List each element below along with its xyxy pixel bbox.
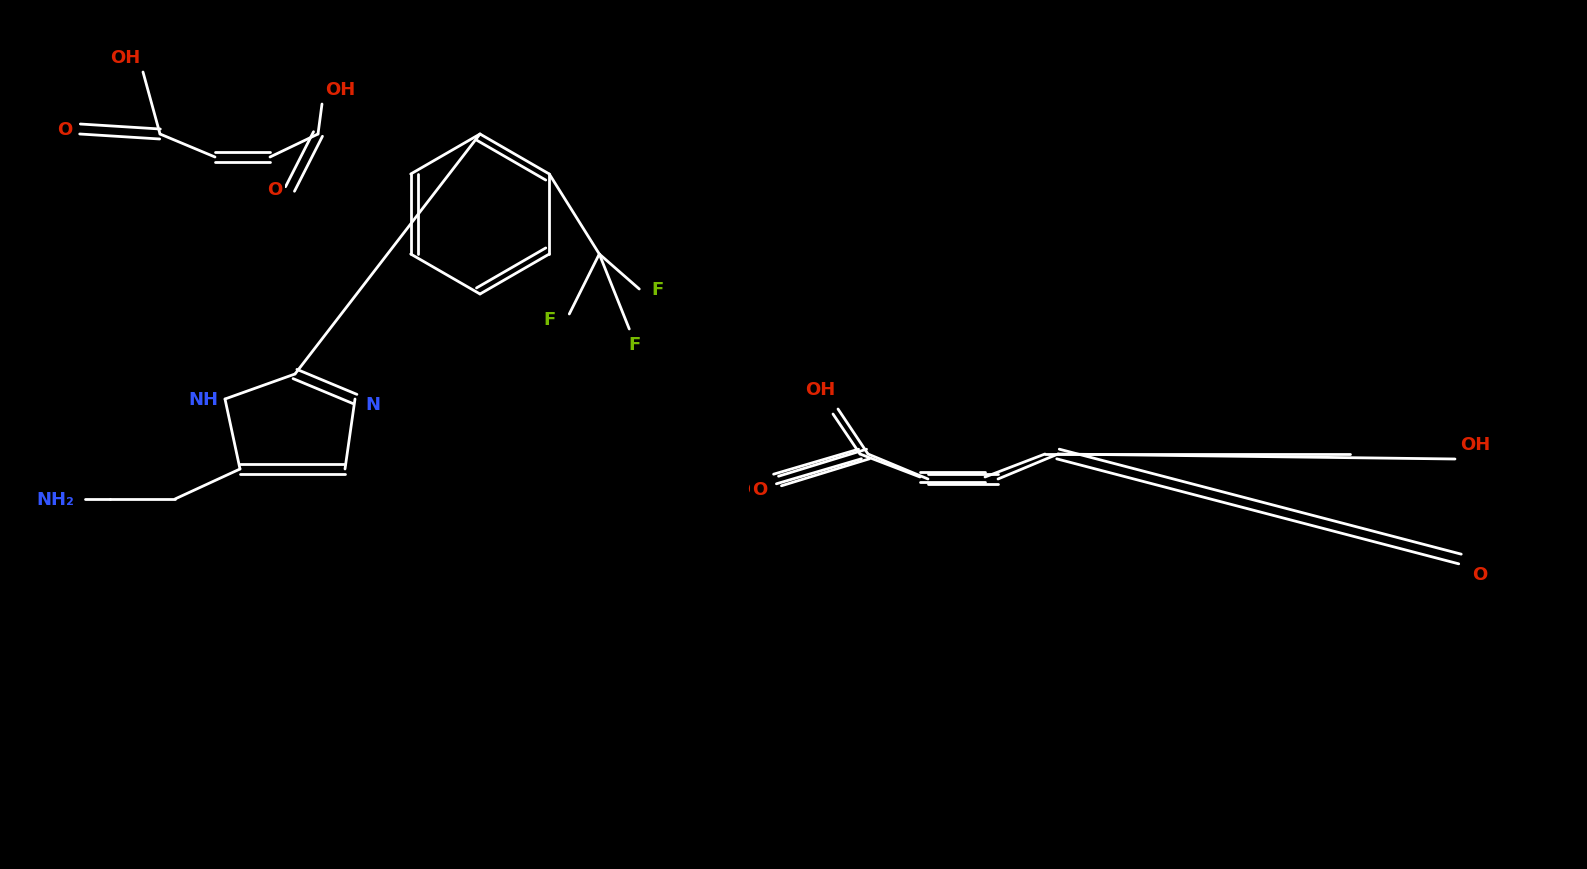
Text: O: O bbox=[752, 481, 768, 499]
Text: NH₂: NH₂ bbox=[37, 490, 75, 508]
Text: OH: OH bbox=[1460, 435, 1490, 454]
Text: NH: NH bbox=[187, 390, 217, 408]
Text: O: O bbox=[1473, 566, 1487, 583]
Text: OH: OH bbox=[325, 81, 355, 99]
Text: F: F bbox=[651, 281, 663, 299]
Text: O: O bbox=[57, 121, 73, 139]
Text: OH: OH bbox=[110, 49, 140, 67]
Text: O: O bbox=[267, 181, 282, 199]
Text: F: F bbox=[628, 335, 641, 354]
Text: OH: OH bbox=[805, 381, 835, 399]
Text: F: F bbox=[543, 310, 555, 328]
Text: OH: OH bbox=[803, 386, 833, 403]
Text: N: N bbox=[365, 395, 381, 414]
Text: O: O bbox=[747, 481, 763, 499]
